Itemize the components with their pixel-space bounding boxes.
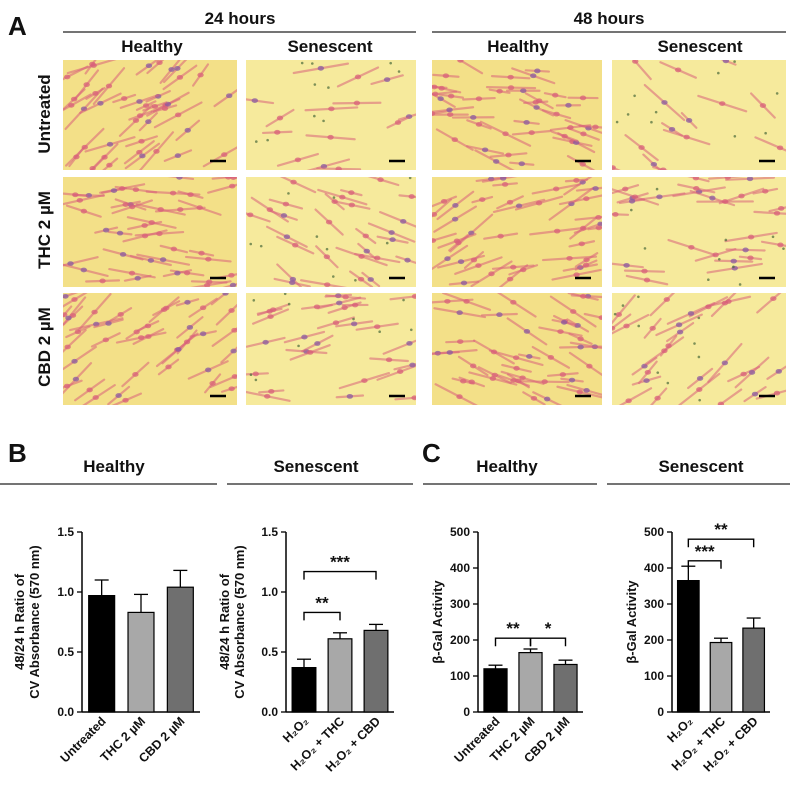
y-axis-title: CV Absorbance (570 nm) — [27, 545, 42, 698]
y-axis-title: 48/24 h Ratio of — [217, 573, 232, 670]
y-tick-label: 0 — [657, 705, 664, 719]
y-tick-label: 200 — [450, 633, 470, 647]
bar-2 — [553, 663, 578, 713]
y-tick-label: 0 — [463, 705, 470, 719]
bar-1 — [327, 638, 353, 713]
bar-0 — [88, 594, 116, 713]
panel-b-letter: B — [8, 438, 27, 468]
bar-2 — [166, 586, 194, 713]
micrograph-r0-c0 — [63, 60, 237, 170]
y-tick-label: 400 — [450, 561, 470, 575]
col-48h-senescent-header: Senescent — [657, 37, 742, 56]
y-axis-title: CV Absorbance (570 nm) — [232, 545, 247, 698]
bar-1 — [127, 611, 155, 713]
significance-label: * — [545, 619, 552, 638]
bar-1 — [709, 641, 733, 713]
micrograph-grid — [63, 60, 786, 405]
y-tick-label: 400 — [644, 561, 664, 575]
micrograph-r2-c0 — [63, 293, 237, 405]
y-tick-label: 0.5 — [57, 645, 74, 659]
y-tick-label: 0.0 — [57, 705, 74, 719]
y-tick-label: 300 — [644, 597, 664, 611]
row-label-cbd: CBD 2 µM — [35, 307, 54, 387]
y-tick-label: 1.5 — [261, 525, 278, 539]
chart-b-senescent: 0.0 0.5 1.0 1.5 48/24 h Ratio of CV Absorbanc… — [217, 525, 394, 774]
col-48h-healthy-header: Healthy — [487, 37, 549, 56]
y-axis-title: 48/24 h Ratio of — [12, 573, 27, 670]
chart-b-healthy: 0.0 0.5 1.0 1.5 48/24 h Ratio of CV Absorbanc… — [12, 525, 200, 766]
micrograph-r0-c2 — [432, 60, 602, 170]
y-tick-label: 100 — [450, 669, 470, 683]
bar-0 — [483, 668, 508, 713]
micrograph-r1-c2 — [432, 177, 602, 287]
micrograph-r2-c1 — [246, 293, 416, 405]
row-label-untreated: Untreated — [35, 74, 54, 153]
bar-2 — [742, 627, 766, 713]
bar-0 — [291, 666, 317, 713]
timepoint-24h-header: 24 hours — [205, 9, 276, 28]
micrograph-r0-c3 — [612, 60, 786, 170]
bar-2 — [363, 629, 389, 713]
significance-bracket — [687, 560, 722, 569]
y-tick-label: 1.0 — [261, 585, 278, 599]
col-24h-healthy-header: Healthy — [121, 37, 183, 56]
y-tick-label: 1.5 — [57, 525, 74, 539]
significance-label: *** — [330, 553, 350, 572]
b-senescent-header: Senescent — [273, 457, 358, 476]
panel-c-letter: C — [422, 438, 441, 468]
y-axis-title: β-Gal Activity — [430, 580, 445, 664]
bar-0 — [676, 579, 700, 713]
y-tick-label: 500 — [644, 525, 664, 539]
significance-label: *** — [695, 542, 715, 561]
bar-1 — [518, 651, 543, 713]
micrograph-r2-c2 — [432, 293, 602, 405]
c-healthy-header: Healthy — [476, 457, 538, 476]
panel-a-letter: A — [8, 11, 27, 41]
significance-label: ** — [714, 520, 728, 539]
significance-label: ** — [506, 619, 520, 638]
significance-bracket — [687, 538, 755, 548]
category-label: H₂O₂ — [280, 714, 311, 745]
micrograph-r2-c3 — [612, 293, 786, 405]
b-healthy-header: Healthy — [83, 457, 145, 476]
significance-bracket — [529, 637, 567, 647]
micrograph-r1-c3 — [612, 177, 786, 287]
micrograph-r1-c1 — [246, 177, 416, 287]
y-tick-label: 1.0 — [57, 585, 74, 599]
y-tick-label: 0.5 — [261, 645, 278, 659]
y-tick-label: 300 — [450, 597, 470, 611]
significance-bracket — [494, 637, 532, 647]
micrograph-r0-c1 — [246, 60, 416, 170]
y-tick-label: 200 — [644, 633, 664, 647]
y-tick-label: 100 — [644, 669, 664, 683]
micrograph-r1-c0 — [63, 177, 237, 287]
timepoint-48h-header: 48 hours — [574, 9, 645, 28]
y-tick-label: 0.0 — [261, 705, 278, 719]
col-24h-senescent-header: Senescent — [287, 37, 372, 56]
row-label-thc: THC 2 µM — [35, 191, 54, 269]
y-axis-title: β-Gal Activity — [624, 580, 639, 664]
c-senescent-header: Senescent — [658, 457, 743, 476]
significance-bracket — [303, 611, 341, 621]
significance-label: ** — [315, 593, 329, 612]
y-tick-label: 500 — [450, 525, 470, 539]
significance-bracket — [303, 570, 377, 580]
